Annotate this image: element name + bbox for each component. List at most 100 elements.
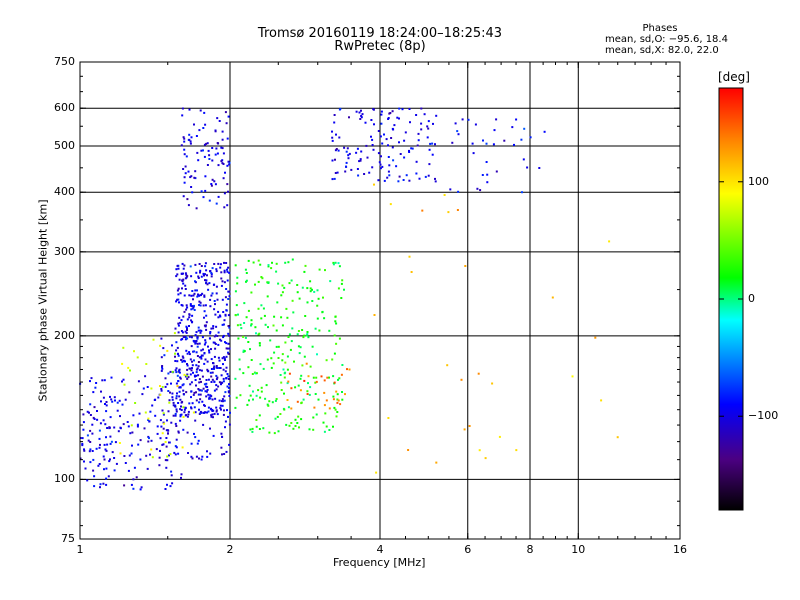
data-point: [223, 357, 226, 360]
data-point: [226, 204, 229, 207]
data-point: [89, 448, 92, 451]
data-point: [181, 400, 184, 403]
data-point: [176, 264, 179, 267]
data-point: [225, 366, 228, 369]
data-point: [338, 377, 341, 380]
data-point: [183, 373, 186, 376]
data-point: [193, 374, 196, 377]
data-point: [192, 339, 195, 342]
data-point: [387, 156, 390, 158]
data-point: [179, 376, 182, 379]
data-point: [105, 449, 108, 452]
data-point: [82, 413, 85, 416]
data-point: [366, 156, 369, 159]
data-point: [161, 432, 164, 435]
data-point: [198, 378, 201, 381]
data-point: [121, 403, 124, 406]
y-tick-label: 500: [54, 138, 75, 152]
data-point: [371, 144, 374, 146]
data-point: [242, 372, 245, 375]
data-point: [198, 300, 201, 303]
data-point: [275, 398, 278, 400]
data-point: [146, 386, 149, 388]
data-point: [207, 378, 210, 381]
data-point: [131, 444, 133, 447]
x-tick-label: 10: [571, 543, 586, 556]
data-point: [200, 369, 203, 372]
data-point: [188, 108, 191, 111]
data-point: [356, 147, 359, 150]
data-point: [221, 162, 224, 165]
data-point: [325, 425, 328, 428]
data-point: [200, 265, 203, 267]
data-point: [420, 107, 423, 110]
data-point: [221, 381, 224, 384]
data-point: [292, 427, 295, 430]
data-point: [210, 275, 213, 278]
data-point: [175, 425, 178, 427]
data-point: [184, 330, 187, 333]
data-point: [217, 310, 220, 313]
data-point: [187, 452, 189, 454]
data-point: [217, 356, 220, 359]
data-point: [227, 391, 230, 394]
data-point: [210, 415, 213, 418]
data-point: [175, 349, 178, 352]
data-point: [427, 120, 430, 123]
data-point: [434, 177, 436, 180]
data-point: [211, 178, 214, 181]
data-point: [368, 171, 371, 174]
data-point: [215, 147, 218, 150]
data-point: [187, 413, 190, 416]
data-point: [337, 287, 340, 290]
x-tick-label: 4: [376, 543, 384, 556]
data-point: [434, 180, 437, 183]
data-point: [182, 272, 184, 275]
data-point: [457, 133, 460, 136]
data-point: [309, 290, 312, 293]
data-point: [435, 114, 438, 117]
data-point: [209, 394, 212, 397]
data-point: [426, 125, 429, 128]
data-point: [178, 371, 181, 374]
data-point: [305, 362, 308, 365]
data-point: [89, 380, 91, 383]
data-point: [186, 364, 189, 367]
data-point: [307, 336, 310, 339]
data-point: [210, 414, 213, 417]
data-point: [283, 392, 285, 395]
data-point: [255, 394, 258, 397]
data-point: [190, 275, 193, 278]
data-point: [111, 451, 114, 454]
data-point: [95, 447, 98, 450]
data-point: [383, 133, 385, 136]
data-point: [180, 405, 182, 408]
data-point: [273, 315, 276, 318]
data-point: [191, 305, 193, 308]
data-point: [132, 478, 135, 481]
data-point: [264, 397, 267, 400]
data-point: [151, 456, 154, 459]
data-point: [223, 261, 225, 264]
data-point: [201, 400, 204, 403]
data-point: [223, 319, 226, 322]
data-point: [323, 391, 326, 394]
data-point: [286, 368, 289, 371]
data-point: [218, 120, 221, 122]
data-point: [123, 484, 126, 487]
data-point: [193, 350, 196, 353]
data-point: [109, 416, 112, 419]
data-point: [175, 300, 178, 303]
data-point: [105, 404, 108, 407]
data-point: [482, 139, 484, 142]
data-point: [594, 336, 597, 339]
data-point: [333, 352, 336, 355]
data-point: [223, 453, 226, 455]
data-point: [315, 380, 318, 383]
data-point: [236, 276, 239, 279]
data-point: [160, 389, 163, 392]
data-point: [215, 365, 218, 367]
data-point: [186, 306, 189, 309]
colorbar-tick-label: 0: [748, 292, 755, 305]
data-point: [216, 298, 219, 301]
